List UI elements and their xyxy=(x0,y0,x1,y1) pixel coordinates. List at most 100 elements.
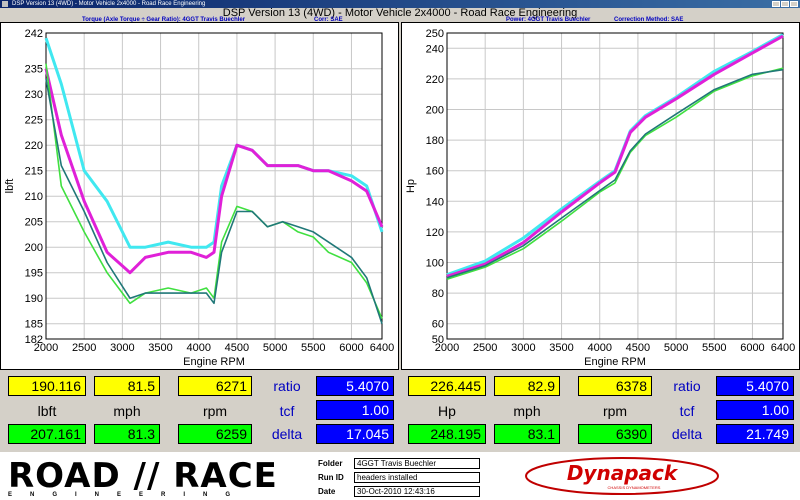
torque-chart[interactable]: 2000 2500 3000 3500 4000 4500 5000 5500 6000 6400… xyxy=(0,22,399,370)
dynapack-logo: Dynapack CHASSIS DYNAMOMETERS xyxy=(525,457,719,495)
unit-mph: mph xyxy=(513,403,541,419)
top-lbft-value: 190.116 xyxy=(8,376,86,396)
torque-readout-panel: 190.116 81.5 6271 ratio 5.4070 lbft mph … xyxy=(2,372,399,448)
bottom-lbft-value: 207.161 xyxy=(8,424,86,444)
y-tick-label: 190 xyxy=(25,293,43,305)
x-tick-label: 3500 xyxy=(148,342,172,354)
x-tick-label: 2000 xyxy=(435,342,459,354)
x-axis-label: Engine RPM xyxy=(584,356,646,368)
y-tick-label: 160 xyxy=(426,166,444,178)
power-chart-svg: 2000 2500 3000 3500 4000 4500 5000 5500 6000 6400… xyxy=(405,28,795,368)
y-tick-label: 225 xyxy=(25,115,43,127)
tcf-value[interactable]: 1.00 xyxy=(716,400,794,420)
x-tick-label: 2500 xyxy=(72,342,96,354)
minimize-button[interactable] xyxy=(772,1,780,7)
road-race-logo-sub: ENGINEERING xyxy=(8,492,249,498)
bottom-hp-value: 248.195 xyxy=(408,424,486,444)
series-line-3 xyxy=(45,63,383,319)
plot-frame xyxy=(45,32,383,340)
x-axis-label: Engine RPM xyxy=(183,356,245,368)
dynapack-logo-text: Dynapack xyxy=(567,461,679,485)
y-tick-label: 230 xyxy=(25,89,43,101)
y-tick-label: 215 xyxy=(25,166,43,178)
runid-field[interactable]: headers installed xyxy=(354,472,480,483)
y-tick-label: 195 xyxy=(25,268,43,280)
power-chart[interactable]: 2000 2500 3000 3500 4000 4500 5000 5500 6000 6400… xyxy=(401,22,800,370)
y-tick-label: 200 xyxy=(25,242,43,254)
folder-label: Folder xyxy=(318,459,343,468)
ratio-label: ratio xyxy=(673,378,701,394)
unit-hp: Hp xyxy=(438,403,456,419)
dynapack-logo-sub: CHASSIS DYNAMOMETERS xyxy=(608,485,661,490)
delta-value[interactable]: 17.045 xyxy=(316,424,394,444)
x-tick-label: 3000 xyxy=(110,342,134,354)
maximize-button[interactable] xyxy=(781,1,789,7)
y-tick-label: 242 xyxy=(25,28,43,40)
top-rpm-value: 6271 xyxy=(178,376,252,396)
y-tick-label: 220 xyxy=(426,74,444,86)
series-line-2 xyxy=(446,34,784,278)
ratio-label: ratio xyxy=(273,378,301,394)
x-tick-label: 2000 xyxy=(34,342,58,354)
series-line-1 xyxy=(44,37,384,249)
x-tick-label: 3000 xyxy=(511,342,535,354)
y-tick-label: 240 xyxy=(426,43,444,55)
tcf-value[interactable]: 1.00 xyxy=(316,400,394,420)
y-tick-label: 140 xyxy=(426,196,444,208)
x-tick-label: 5000 xyxy=(263,342,287,354)
tcf-label: tcf xyxy=(679,403,695,419)
y-axis-label: Hp xyxy=(405,179,417,193)
power-header: Power: 4GGT Travis Buechler xyxy=(506,17,591,23)
y-axis-label: lbft xyxy=(4,179,16,194)
footer: ROAD // RACE ENGINEERING Folder 4GGT Tra… xyxy=(0,452,800,500)
torque-corr: Corr: SAE xyxy=(314,17,343,23)
unit-rpm: rpm xyxy=(202,403,228,419)
power-readout-panel: 226.445 82.9 6378 ratio 5.4070 Hp mph rp… xyxy=(402,372,799,448)
unit-rpm: rpm xyxy=(602,403,628,419)
y-tick-label: 120 xyxy=(426,227,444,239)
x-tick-label: 5500 xyxy=(301,342,325,354)
y-tick-label: 200 xyxy=(426,105,444,117)
series-line-4 xyxy=(446,68,784,279)
road-race-logo: ROAD // RACE xyxy=(8,456,278,496)
folder-field[interactable]: 4GGT Travis Buechler xyxy=(354,458,480,469)
unit-mph: mph xyxy=(113,403,141,419)
series-line-1 xyxy=(446,33,784,277)
x-tick-label: 5000 xyxy=(664,342,688,354)
close-button[interactable] xyxy=(790,1,798,7)
date-field[interactable]: 30-Oct-2010 12:43:16 xyxy=(354,486,480,497)
series-line-3 xyxy=(446,67,784,281)
window-titlebar[interactable]: DSP Version 13 (4WD) - Motor Vehicle 2x4… xyxy=(0,0,800,8)
torque-header: Torque (Axle Torque ÷ Gear Ratio): 4GGT … xyxy=(82,17,246,23)
x-tick-label: 4000 xyxy=(587,342,611,354)
delta-label: delta xyxy=(271,426,303,442)
top-mph-value: 82.9 xyxy=(494,376,560,396)
series-line-2 xyxy=(44,68,384,275)
y-tick-label: 205 xyxy=(25,217,43,229)
delta-value[interactable]: 21.749 xyxy=(716,424,794,444)
y-tick-label: 100 xyxy=(426,258,444,270)
x-tick-label: 6400 xyxy=(771,342,795,354)
dynapack-swoosh xyxy=(525,457,719,495)
unit-lbft: lbft xyxy=(37,403,57,419)
torque-chart-svg: 2000 2500 3000 3500 4000 4500 5000 5500 6000 6400… xyxy=(4,28,394,368)
top-mph-value: 81.5 xyxy=(94,376,160,396)
y-tick-label: 235 xyxy=(25,64,43,76)
tcf-label: tcf xyxy=(279,403,295,419)
y-tick-label: 210 xyxy=(25,191,43,203)
app-icon xyxy=(2,1,8,7)
bottom-rpm-value: 6390 xyxy=(578,424,652,444)
app-title: DSP Version 13 (4WD) - Motor Vehicle 2x4… xyxy=(222,7,578,19)
ratio-value[interactable]: 5.4070 xyxy=(716,376,794,396)
y-tick-label: 180 xyxy=(426,135,444,147)
y-tick-label: 185 xyxy=(25,319,43,331)
top-rpm-value: 6378 xyxy=(578,376,652,396)
top-hp-value: 226.445 xyxy=(408,376,486,396)
x-tick-label: 6400 xyxy=(370,342,394,354)
y-tick-label: 220 xyxy=(25,140,43,152)
x-tick-label: 6000 xyxy=(339,342,363,354)
y-tick-label: 50 xyxy=(432,334,444,346)
bottom-mph-value: 81.3 xyxy=(94,424,160,444)
ratio-value[interactable]: 5.4070 xyxy=(316,376,394,396)
series-line-4 xyxy=(45,78,383,324)
